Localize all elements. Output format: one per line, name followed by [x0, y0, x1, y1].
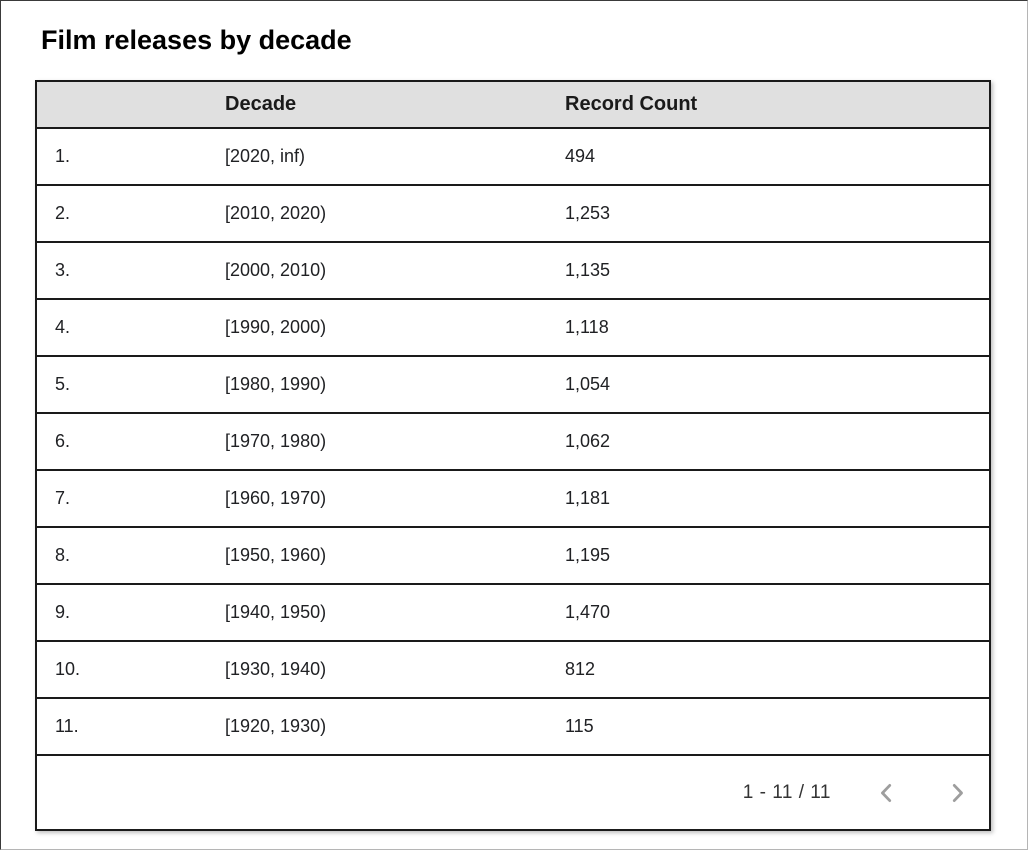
decade-cell: [1950, 1960)	[225, 526, 565, 584]
table-row: 1. [2020, inf) 494	[36, 127, 990, 185]
prev-page-button[interactable]	[873, 779, 901, 807]
table-row: 4. [1990, 2000) 1,118	[36, 298, 990, 356]
row-number-cell: 2.	[36, 184, 225, 242]
row-number-cell: 8.	[36, 526, 225, 584]
record-count-cell: 1,195	[565, 526, 990, 584]
table-row: 7. [1960, 1970) 1,181	[36, 469, 990, 527]
record-count-cell: 1,135	[565, 241, 990, 299]
row-number-cell: 6.	[36, 412, 225, 470]
decade-cell: [2020, inf)	[225, 127, 565, 185]
row-number-cell: 10.	[36, 640, 225, 698]
header-cell-decade: Decade	[225, 81, 565, 128]
table-row: 5. [1980, 1990) 1,054	[36, 355, 990, 413]
pagination-range-label: 1 - 11 / 11	[742, 781, 831, 803]
chevron-right-icon	[952, 783, 963, 802]
row-number-cell: 7.	[36, 469, 225, 527]
footer-row: 1 - 11 / 11	[36, 754, 990, 830]
film-releases-table: Decade Record Count 1. [2020, inf) 494 2…	[35, 80, 991, 831]
row-number-cell: 4.	[36, 298, 225, 356]
table-body: 1. [2020, inf) 494 2. [2010, 2020) 1,253…	[36, 127, 990, 755]
decade-cell: [1990, 2000)	[225, 298, 565, 356]
decade-cell: [2010, 2020)	[225, 184, 565, 242]
table-row: 10. [1930, 1940) 812	[36, 640, 990, 698]
decade-cell: [1980, 1990)	[225, 355, 565, 413]
table-row: 2. [2010, 2020) 1,253	[36, 184, 990, 242]
table-row: 8. [1950, 1960) 1,195	[36, 526, 990, 584]
header-row: Decade Record Count	[36, 81, 990, 128]
header-cell-record-count: Record Count	[565, 81, 990, 128]
next-page-button[interactable]	[943, 779, 971, 807]
row-number-cell: 1.	[36, 127, 225, 185]
decade-cell: [2000, 2010)	[225, 241, 565, 299]
page-title: Film releases by decade	[41, 25, 352, 55]
row-number-cell: 5.	[36, 355, 225, 413]
record-count-cell: 494	[565, 127, 990, 185]
record-count-cell: 1,470	[565, 583, 990, 641]
row-number-cell: 11.	[36, 697, 225, 755]
table-row: 3. [2000, 2010) 1,135	[36, 241, 990, 299]
chevron-left-icon	[881, 783, 892, 802]
record-count-cell: 115	[565, 697, 990, 755]
decade-cell: [1930, 1940)	[225, 640, 565, 698]
row-number-cell: 9.	[36, 583, 225, 641]
record-count-cell: 812	[565, 640, 990, 698]
decade-cell: [1960, 1970)	[225, 469, 565, 527]
paginator: 1 - 11 / 11	[37, 779, 989, 807]
decade-cell: [1940, 1950)	[225, 583, 565, 641]
record-count-cell: 1,118	[565, 298, 990, 356]
decade-cell: [1970, 1980)	[225, 412, 565, 470]
record-count-cell: 1,253	[565, 184, 990, 242]
table-row: 6. [1970, 1980) 1,062	[36, 412, 990, 470]
record-count-cell: 1,054	[565, 355, 990, 413]
row-number-cell: 3.	[36, 241, 225, 299]
table-row: 11. [1920, 1930) 115	[36, 697, 990, 755]
table-row: 9. [1940, 1950) 1,470	[36, 583, 990, 641]
record-count-cell: 1,062	[565, 412, 990, 470]
header-cell-row-number	[36, 81, 225, 128]
record-count-cell: 1,181	[565, 469, 990, 527]
decade-cell: [1920, 1930)	[225, 697, 565, 755]
